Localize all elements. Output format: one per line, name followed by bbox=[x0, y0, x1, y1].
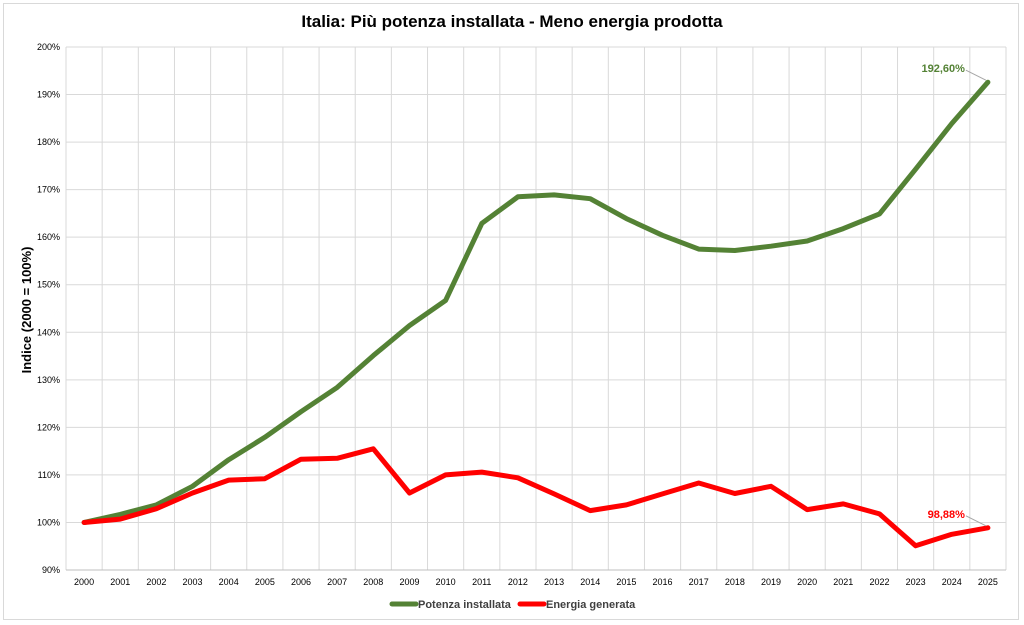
y-tick-label: 180% bbox=[37, 137, 60, 147]
y-tick-label: 90% bbox=[42, 565, 60, 575]
series-line-potenza-installata bbox=[81, 79, 991, 525]
x-tick-label: 2007 bbox=[327, 577, 347, 587]
x-tick-label: 2025 bbox=[978, 577, 998, 587]
gridlines bbox=[65, 46, 1007, 571]
series-lines bbox=[81, 79, 991, 549]
x-tick-label: 2008 bbox=[363, 577, 383, 587]
y-axis-ticks: 90% 100% 110% 120% 130% 140% 150% 160% 170% 180% 1… bbox=[37, 42, 60, 575]
data-label-leader bbox=[965, 69, 987, 81]
y-tick-label: 140% bbox=[37, 327, 60, 337]
x-tick-label: 2010 bbox=[436, 577, 456, 587]
y-axis-label: Indice (2000 = 100%) bbox=[19, 247, 34, 374]
x-tick-label: 2017 bbox=[689, 577, 709, 587]
x-tick-label: 2000 bbox=[74, 577, 94, 587]
y-tick-label: 130% bbox=[37, 375, 60, 385]
y-tick-label: 100% bbox=[37, 517, 60, 527]
y-tick-label: 110% bbox=[38, 470, 60, 480]
x-tick-label: 2021 bbox=[833, 577, 853, 587]
x-tick-label: 2002 bbox=[146, 577, 166, 587]
x-tick-label: 2006 bbox=[291, 577, 311, 587]
x-tick-label: 2012 bbox=[508, 577, 528, 587]
y-tick-label: 160% bbox=[37, 232, 60, 242]
x-tick-label: 2014 bbox=[580, 577, 600, 587]
x-tick-label: 2016 bbox=[653, 577, 673, 587]
legend: Potenza installata Energia generata bbox=[389, 599, 636, 611]
series-line-energia-generata bbox=[81, 446, 991, 549]
x-tick-label: 2005 bbox=[255, 577, 275, 587]
x-tick-label: 2020 bbox=[797, 577, 817, 587]
x-tick-label: 2024 bbox=[942, 577, 962, 587]
data-label: 98,88% bbox=[928, 509, 966, 521]
y-tick-label: 150% bbox=[37, 280, 60, 290]
data-label: 192,60% bbox=[921, 63, 965, 75]
x-tick-label: 2013 bbox=[544, 577, 564, 587]
legend-label: Energia generata bbox=[546, 599, 636, 611]
x-tick-label: 2018 bbox=[725, 577, 745, 587]
x-tick-label: 2004 bbox=[219, 577, 239, 587]
y-tick-label: 120% bbox=[37, 422, 60, 432]
chart-title: Italia: Più potenza installata - Meno en… bbox=[301, 12, 723, 31]
x-tick-label: 2022 bbox=[869, 577, 889, 587]
x-tick-label: 2003 bbox=[183, 577, 203, 587]
x-tick-label: 2011 bbox=[472, 577, 491, 587]
chart-frame bbox=[3, 3, 1019, 620]
y-tick-label: 170% bbox=[37, 185, 60, 195]
x-tick-label: 2023 bbox=[906, 577, 926, 587]
x-axis-ticks: 2000 2001 2002 2003 2004 2005 2006 2007 2008 2009… bbox=[74, 577, 998, 587]
data-label-leader bbox=[965, 515, 987, 527]
x-tick-label: 2015 bbox=[616, 577, 636, 587]
x-tick-label: 2001 bbox=[110, 577, 130, 587]
y-tick-label: 200% bbox=[37, 42, 60, 52]
y-tick-label: 190% bbox=[37, 90, 60, 100]
x-tick-label: 2009 bbox=[399, 577, 419, 587]
x-tick-label: 2019 bbox=[761, 577, 781, 587]
legend-label: Potenza installata bbox=[418, 599, 512, 611]
data-labels: 192,60% 98,88% bbox=[921, 63, 987, 527]
